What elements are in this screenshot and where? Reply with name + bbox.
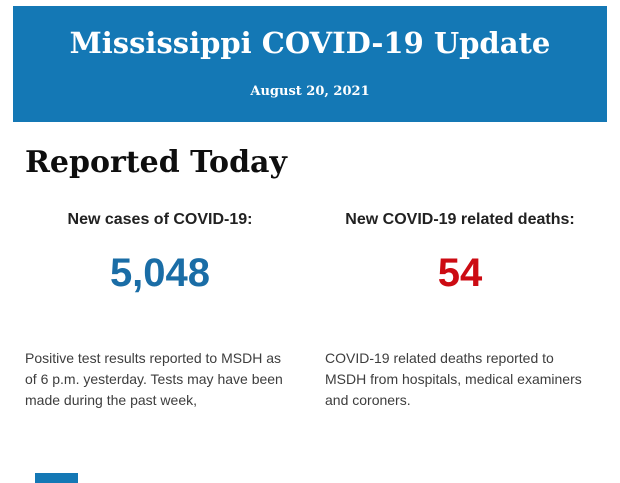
- stat-new-deaths: New COVID-19 related deaths: 54 COVID-19…: [325, 211, 595, 411]
- new-cases-description: Positive test results reported to MSDH a…: [25, 350, 283, 408]
- stat-new-cases: New cases of COVID-19: 5,048 Positive te…: [25, 211, 295, 411]
- new-cases-label: New cases of COVID-19:: [67, 211, 253, 228]
- next-section-partial-banner: [35, 473, 78, 483]
- section-heading: Reported Today: [25, 145, 287, 180]
- header-banner: Mississippi COVID-19 Update August 20, 2…: [13, 6, 607, 122]
- stats-grid: New cases of COVID-19: 5,048 Positive te…: [0, 211, 620, 411]
- newsletter-date: August 20, 2021: [250, 84, 370, 99]
- new-deaths-value: 54: [437, 251, 483, 295]
- new-deaths-label: New COVID-19 related deaths:: [345, 211, 575, 228]
- new-deaths-description: COVID-19 related deaths reported to MSDH…: [325, 350, 582, 408]
- newsletter-title: Mississippi COVID-19 Update: [69, 26, 551, 60]
- new-cases-value: 5,048: [109, 251, 211, 295]
